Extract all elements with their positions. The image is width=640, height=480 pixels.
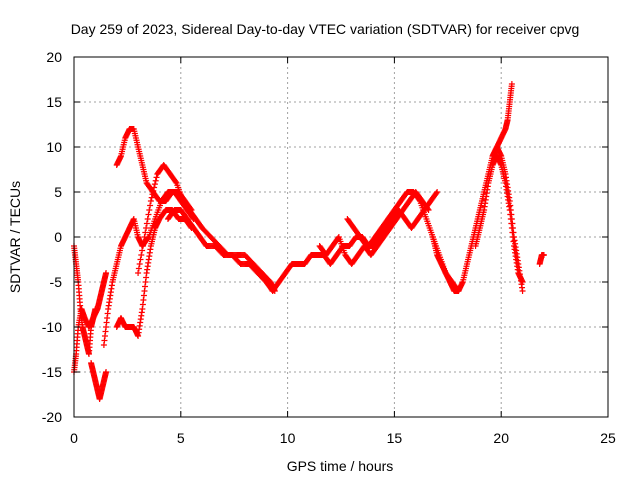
data-point — [135, 265, 142, 272]
y-tick-label: 20 — [46, 49, 62, 65]
data-point — [519, 288, 526, 294]
data-point — [151, 184, 158, 191]
y-tick-label: 10 — [46, 139, 62, 155]
y-tick-label: -15 — [42, 364, 62, 380]
data-point — [136, 261, 143, 267]
y-tick-label: -5 — [50, 274, 63, 290]
y-tick-label: -10 — [42, 319, 62, 335]
data-point — [152, 177, 159, 184]
series-arc-7 — [135, 162, 278, 294]
series-arc-14 — [489, 81, 515, 159]
data-point — [172, 178, 179, 185]
data-point — [145, 211, 152, 218]
data-point — [433, 190, 440, 197]
data-point — [147, 198, 154, 204]
y-tick-label: 15 — [46, 94, 62, 110]
data-point — [138, 252, 145, 258]
series-arc-5 — [113, 207, 195, 339]
data-point — [141, 234, 148, 240]
y-axis-label: SDTVAR / TECUs — [7, 181, 23, 293]
data-point — [540, 252, 547, 258]
x-tick-label: 15 — [387, 430, 403, 446]
data-point — [140, 238, 147, 245]
data-point — [144, 235, 151, 242]
data-point — [519, 279, 526, 285]
data-point — [508, 81, 515, 87]
points-layer — [71, 81, 547, 402]
data-point — [434, 189, 441, 195]
data-point — [153, 174, 160, 181]
data-point — [147, 202, 154, 209]
series-arc-8 — [164, 207, 276, 294]
series-arc-3 — [88, 360, 110, 402]
data-point — [149, 191, 156, 198]
data-point — [103, 369, 110, 375]
series-arc-13 — [472, 153, 526, 285]
series-arc-15 — [536, 252, 547, 267]
data-point — [143, 225, 150, 231]
data-point — [151, 181, 158, 188]
data-point — [148, 194, 155, 201]
x-axis-label: GPS time / hours — [287, 458, 394, 474]
data-point — [139, 243, 146, 249]
y-tick-label: 0 — [54, 229, 62, 245]
ticks-layer: 0 5 10 15 20 25 -20 -15 -10 -5 0 5 10 15 20 — [42, 49, 616, 446]
x-tick-label: 25 — [600, 430, 616, 446]
chart-title: Day 259 of 2023, Sidereal Day-to-day VTE… — [71, 21, 580, 37]
data-point — [135, 270, 142, 276]
series-arc-11 — [344, 189, 441, 249]
data-point — [150, 187, 157, 194]
series-arc-2 — [71, 270, 110, 375]
data-point — [146, 207, 153, 213]
x-tick-label: 0 — [70, 430, 78, 446]
data-point — [137, 256, 144, 263]
x-tick-label: 10 — [280, 430, 296, 446]
data-point — [103, 270, 110, 276]
data-point — [144, 216, 151, 222]
data-point — [139, 247, 146, 254]
y-tick-label: -20 — [42, 409, 62, 425]
data-point — [142, 229, 149, 236]
x-tick-label: 5 — [177, 430, 185, 446]
y-tick-label: 5 — [54, 184, 62, 200]
x-tick-label: 20 — [493, 430, 509, 446]
data-point — [143, 220, 150, 227]
